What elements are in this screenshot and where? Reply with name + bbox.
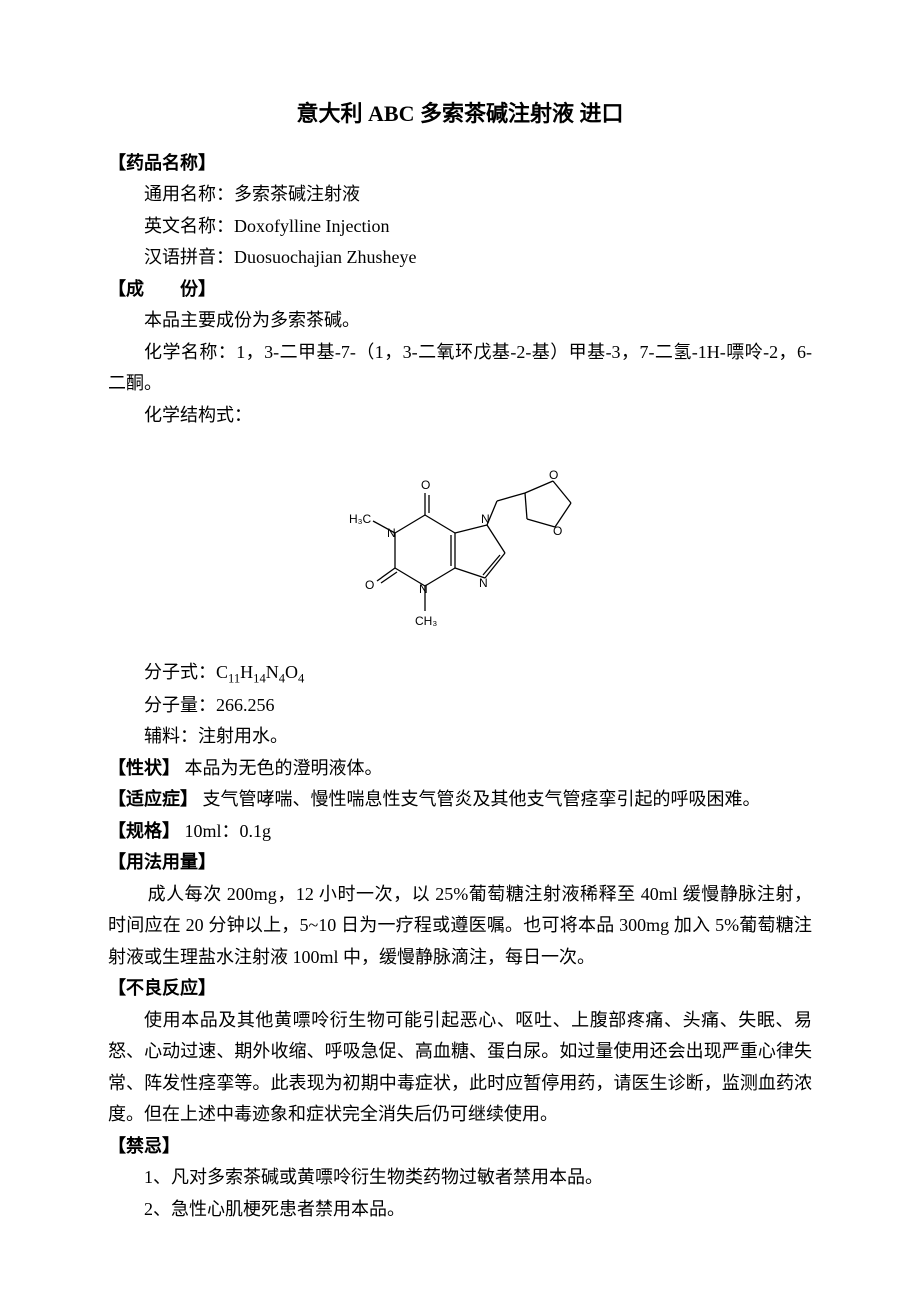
properties-text: 本品为无色的澄明液体。 (180, 758, 383, 778)
formula-value: C11H14N4O4 (216, 662, 304, 682)
section-label: 【用法用量】 (108, 852, 216, 872)
atom-n: N (479, 576, 488, 590)
chemical-name: 化学名称：1，3-二甲基-7-（1，3-二氧环戊基-2-基）甲基-3，7-二氢-… (108, 337, 812, 400)
excipient: 辅料：注射用水。 (108, 721, 812, 753)
section-label: 【禁忌】 (108, 1136, 180, 1156)
atom-o: O (365, 578, 374, 592)
indications-text: 支气管哮喘、慢性喘息性支气管炎及其他支气管痉挛引起的呼吸困难。 (198, 789, 761, 809)
properties-label: 【性状】 (108, 758, 180, 778)
section-label: 【药品名称】 (108, 153, 216, 173)
indications-label: 【适应症】 (108, 789, 198, 809)
properties-row: 【性状】 本品为无色的澄明液体。 (108, 753, 812, 785)
document-title: 意大利 ABC 多索茶碱注射液 进口 (108, 95, 812, 134)
atom-n: N (481, 512, 490, 526)
pinyin-name: 汉语拼音：Duosuochajian Zhusheye (108, 242, 812, 274)
adverse-label: 【不良反应】 (108, 973, 812, 1005)
composition-main: 本品主要成份为多索茶碱。 (108, 305, 812, 337)
doxofylline-structure: O O O O N N N N H₃C CH₃ (335, 453, 585, 643)
molecular-formula: 分子式：C11H14N4O4 (108, 657, 812, 690)
indications-row: 【适应症】 支气管哮喘、慢性喘息性支气管炎及其他支气管痉挛引起的呼吸困难。 (108, 784, 812, 816)
specification-text: 10ml：0.1g (180, 821, 271, 841)
atom-n: N (419, 582, 428, 596)
composition-label: 【成 份】 (108, 274, 812, 306)
section-label: 【成 份】 (108, 279, 216, 299)
molecular-weight: 分子量：266.256 (108, 690, 812, 722)
atom-o: O (421, 478, 430, 492)
generic-name: 通用名称：多索茶碱注射液 (108, 179, 812, 211)
usage-label: 【用法用量】 (108, 847, 812, 879)
contraindication-item-2: 2、急性心肌梗死患者禁用本品。 (108, 1194, 812, 1226)
ch3-label: H₃C (349, 512, 372, 526)
usage-text: 成人每次 200mg，12 小时一次，以 25%葡萄糖注射液稀释至 40ml 缓… (108, 879, 812, 974)
contraindications-label: 【禁忌】 (108, 1131, 812, 1163)
specification-label: 【规格】 (108, 821, 180, 841)
chemical-structure-diagram: O O O O N N N N H₃C CH₃ (108, 453, 812, 643)
ch3-label: CH₃ (415, 614, 437, 628)
contraindication-item-1: 1、凡对多索茶碱或黄嘌呤衍生物类药物过敏者禁用本品。 (108, 1162, 812, 1194)
adverse-text: 使用本品及其他黄嘌呤衍生物可能引起恶心、呕吐、上腹部疼痛、头痛、失眠、易怒、心动… (108, 1005, 812, 1131)
specification-row: 【规格】 10ml：0.1g (108, 816, 812, 848)
drug-name-label: 【药品名称】 (108, 148, 812, 180)
atom-o: O (553, 524, 562, 538)
section-label: 【不良反应】 (108, 978, 216, 998)
english-name: 英文名称：Doxofylline Injection (108, 211, 812, 243)
structure-label: 化学结构式： (108, 400, 812, 432)
atom-o: O (549, 468, 558, 482)
atom-n: N (387, 526, 396, 540)
